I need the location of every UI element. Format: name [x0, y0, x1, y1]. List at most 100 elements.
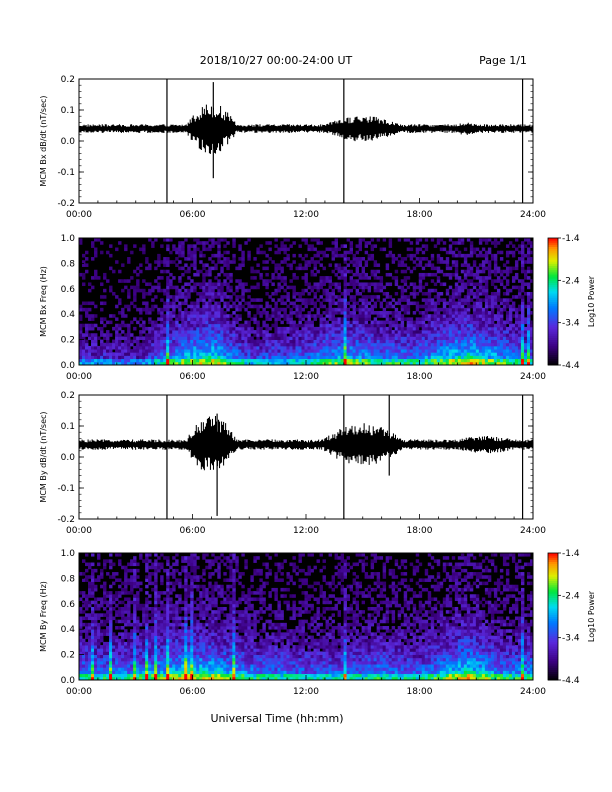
spectrogram-cell — [409, 301, 414, 306]
spectrogram-cell — [448, 339, 453, 344]
spectrogram-cell — [490, 253, 495, 258]
spectrogram-cell — [121, 613, 125, 617]
spectrogram-cell — [115, 619, 119, 624]
spectrogram-cell — [478, 314, 483, 318]
spectrogram-cell — [517, 279, 522, 283]
spectrogram-cell — [193, 339, 197, 344]
spectrogram-cell — [469, 317, 474, 321]
spectrogram-cell — [481, 323, 486, 328]
spectrogram-cell — [382, 323, 387, 328]
spectrogram-cell — [340, 266, 344, 271]
spectrogram-cell — [139, 581, 143, 586]
spectrogram-cell — [478, 323, 483, 328]
spectrogram-cell — [457, 345, 462, 350]
spectrogram-cell — [196, 349, 200, 353]
spectrogram-cell — [229, 345, 233, 350]
spectrogram-cell — [235, 266, 239, 271]
spectrogram-cell — [247, 349, 251, 353]
spectrogram-cell — [85, 654, 89, 659]
spectrogram-cell — [112, 641, 116, 646]
spectrogram-cell — [223, 279, 227, 283]
spectrogram-cell — [286, 358, 290, 363]
spectrogram-cell — [385, 266, 390, 271]
spectrogram-cell — [97, 575, 101, 579]
spectrogram-cell — [493, 238, 498, 242]
spectrogram-cell — [175, 288, 179, 293]
spectrogram-cell — [139, 556, 143, 560]
spectrogram-cell — [259, 276, 263, 280]
spectrogram-cell — [205, 288, 209, 293]
spectrogram-cell — [283, 295, 287, 299]
spectrogram-cell — [373, 336, 378, 340]
spectrogram-cell — [271, 276, 275, 280]
spectrogram-cell — [151, 320, 155, 325]
spectrogram-cell — [124, 578, 128, 582]
spectrogram-cell — [499, 298, 504, 302]
spectrogram-cell — [529, 342, 534, 347]
spectrogram-cell — [463, 326, 468, 331]
spectrogram-cell — [517, 320, 522, 325]
spectrogram-cell — [289, 311, 293, 315]
spectrogram-cell — [94, 616, 98, 621]
spectrogram-cell — [445, 301, 450, 306]
spectrogram-cell — [475, 317, 480, 321]
spectrogram-cell — [241, 349, 245, 353]
spectrogram-cell — [298, 317, 302, 321]
spectrogram-cell — [517, 361, 522, 366]
spectrogram-cell — [454, 269, 459, 274]
spectrogram-cell — [139, 336, 143, 340]
spectrogram-cell — [241, 342, 245, 347]
spectrogram-cell — [181, 336, 185, 340]
spectrogram-cell — [157, 330, 161, 334]
spectrogram-cell — [307, 345, 311, 350]
spectrogram-cell — [265, 285, 269, 290]
spectrogram-cell — [205, 311, 209, 315]
spectrogram-cell — [187, 291, 191, 296]
spectrogram-cell — [448, 295, 453, 299]
spectrogram-cell — [373, 285, 378, 290]
spectrogram-cell — [217, 361, 221, 366]
spectrogram-cell — [256, 330, 260, 334]
spectrogram-cell — [124, 349, 128, 353]
spectrogram-cell — [172, 247, 176, 252]
spectrogram-cell — [256, 333, 260, 337]
spectrogram-cell — [244, 333, 248, 337]
spectrogram-cell — [100, 600, 104, 605]
spectrogram-cell — [433, 333, 438, 337]
spectrogram-cell — [376, 320, 381, 325]
spectrogram-cell — [454, 355, 459, 360]
spectrogram-cell — [493, 361, 498, 366]
spectrogram-cell — [205, 241, 209, 245]
spectrogram-cell — [502, 355, 507, 360]
spectrogram-cell — [430, 307, 435, 312]
spectrogram-cell — [433, 266, 438, 271]
spectrogram-cell — [343, 333, 347, 337]
spectrogram-cell — [334, 238, 338, 242]
spectrogram-cell — [334, 253, 338, 258]
spectrogram-cell — [406, 311, 411, 315]
spectrogram-cell — [262, 250, 266, 255]
spectrogram-cell — [355, 314, 360, 318]
spectrogram-cell — [103, 651, 107, 655]
spectrogram-cell — [271, 336, 275, 340]
spectrogram-cell — [478, 355, 483, 360]
spectrogram-cell — [520, 266, 525, 271]
spectrogram-cell — [220, 282, 224, 287]
spectrogram-cell — [127, 616, 131, 621]
spectrogram-cell — [493, 336, 498, 340]
spectrogram-cell — [361, 361, 366, 366]
spectrogram-cell — [340, 301, 344, 306]
spectrogram-cell — [253, 349, 257, 353]
spectrogram-cell — [271, 361, 275, 366]
spectrogram-cell — [355, 342, 360, 347]
spectrogram-cell — [529, 330, 534, 334]
spectrogram-cell — [148, 626, 152, 630]
spectrogram-cell — [397, 317, 402, 321]
spectrogram-cell — [172, 307, 176, 312]
spectrogram-cell — [349, 311, 354, 315]
spectrogram-cell — [298, 358, 302, 363]
spectrogram-cell — [469, 241, 474, 245]
spectrogram-cell — [154, 654, 158, 659]
spectrogram-cell — [253, 355, 257, 360]
